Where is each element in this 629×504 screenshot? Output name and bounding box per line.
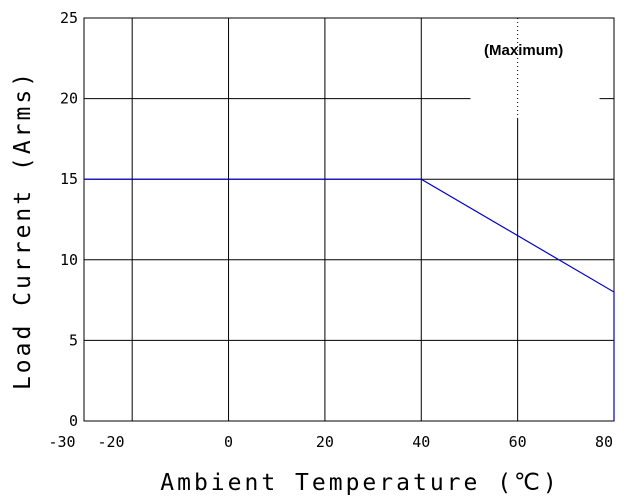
y-tick-label: 25 (60, 9, 78, 27)
x-tick-label: -30 (48, 433, 75, 451)
y-tick-label: 15 (60, 170, 78, 188)
x-tick-labels: -30 -20 0 20 40 60 80 (48, 433, 613, 451)
x-tick-label: -20 (97, 433, 124, 451)
x-tick-label: 60 (509, 433, 527, 451)
x-axis-title: Ambient Temperature (℃) (160, 470, 559, 496)
y-tick-label: 10 (60, 251, 78, 269)
annotation-label: (Maximum) (484, 42, 563, 59)
y-tick-label: 20 (60, 90, 78, 108)
x-tick-label: 20 (316, 433, 334, 451)
x-tick-label: 40 (412, 433, 430, 451)
x-tick-label: 80 (595, 433, 613, 451)
y-tick-labels: 0 5 10 15 20 25 (60, 9, 78, 430)
annotation-background (470, 19, 600, 118)
x-tick-label: 0 (224, 433, 233, 451)
y-axis-title: Load Current (Arms) (10, 70, 36, 390)
plot-frame (83, 17, 615, 422)
series-line (84, 178, 615, 421)
series-layer (84, 178, 615, 421)
y-tick-label: 0 (69, 412, 78, 430)
y-tick-label: 5 (69, 331, 78, 349)
